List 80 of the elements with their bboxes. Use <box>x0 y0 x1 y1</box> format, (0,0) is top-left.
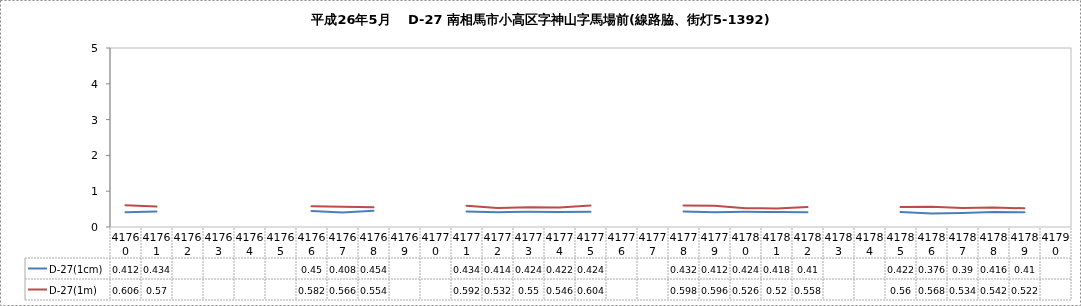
data-label: 0.534 <box>948 284 977 296</box>
x-tick-label: 41771 <box>452 231 481 258</box>
x-tick-label: 41760 <box>111 231 140 258</box>
data-label: 0.532 <box>483 284 512 296</box>
data-label: 0.554 <box>359 284 388 296</box>
data-label: 0.55 <box>517 284 540 296</box>
y-tick-label: 1 <box>91 185 98 199</box>
data-label: 0.596 <box>700 284 729 296</box>
x-tick-label: 41789 <box>1010 231 1039 258</box>
y-tick-label: 0 <box>91 221 98 234</box>
x-tick-label: 41781 <box>762 231 791 258</box>
data-label: 0.39 <box>951 263 974 275</box>
data-label: 0.598 <box>669 284 698 296</box>
x-tick-label: 41776 <box>607 231 636 258</box>
x-tick-label: 41788 <box>979 231 1008 258</box>
data-label: 0.526 <box>731 284 760 296</box>
x-tick-label: 41783 <box>824 231 853 258</box>
y-tick-label: 3 <box>91 113 98 127</box>
data-label: 0.408 <box>328 263 357 275</box>
x-tick-label: 41779 <box>700 231 729 258</box>
data-label: 0.412 <box>700 263 729 275</box>
y-tick-label: 4 <box>91 77 98 91</box>
x-tick-label: 41786 <box>917 231 946 258</box>
data-label: 0.592 <box>452 284 481 296</box>
data-label: 0.418 <box>762 263 791 275</box>
x-tick-label: 41787 <box>948 231 977 258</box>
data-label: 0.422 <box>886 263 915 275</box>
data-label: 0.414 <box>483 263 512 275</box>
y-tick-label: 5 <box>91 42 98 55</box>
x-tick-label: 41764 <box>235 231 264 258</box>
data-label: 0.604 <box>576 284 605 296</box>
data-label: 0.41 <box>796 263 819 275</box>
chart-title: 平成26年5月 D-27 南相馬市小高区字神山字馬場前(線路脇、街灯5-1392) <box>310 12 770 27</box>
x-tick-label: 41770 <box>421 231 450 258</box>
legend-label: D-27(1cm) <box>49 263 103 275</box>
data-label: 0.45 <box>300 263 323 275</box>
data-label: 0.52 <box>765 284 788 296</box>
data-label: 0.376 <box>917 263 946 275</box>
data-label: 0.454 <box>359 263 388 275</box>
data-label: 0.41 <box>1013 263 1036 275</box>
x-tick-label: 41780 <box>731 231 760 258</box>
data-label: 0.422 <box>545 263 574 275</box>
x-tick-label: 41761 <box>142 231 171 258</box>
data-label: 0.606 <box>111 284 140 296</box>
data-label: 0.424 <box>576 263 605 275</box>
data-label: 0.56 <box>889 284 912 296</box>
legend-label: D-27(1m) <box>49 284 98 296</box>
data-label: 0.432 <box>669 263 698 275</box>
data-label: 0.434 <box>452 263 481 275</box>
data-label: 0.424 <box>514 263 543 275</box>
data-label: 0.558 <box>793 284 822 296</box>
data-label: 0.542 <box>979 284 1008 296</box>
x-tick-label: 41769 <box>390 231 419 258</box>
x-tick-label: 41773 <box>514 231 543 258</box>
x-tick-label: 41775 <box>576 231 605 258</box>
data-label: 0.412 <box>111 263 140 275</box>
data-label: 0.582 <box>297 284 326 296</box>
data-label: 0.566 <box>328 284 357 296</box>
x-tick-label: 41767 <box>328 231 357 258</box>
x-tick-label: 41790 <box>1041 231 1070 258</box>
y-tick-label: 2 <box>91 149 98 163</box>
data-label: 0.416 <box>979 263 1008 275</box>
data-label: 0.546 <box>545 284 574 296</box>
x-tick-label: 41782 <box>793 231 822 258</box>
x-tick-label: 41765 <box>266 231 295 258</box>
x-tick-label: 41768 <box>359 231 388 258</box>
x-tick-label: 41778 <box>669 231 698 258</box>
x-tick-label: 41763 <box>204 231 233 258</box>
x-tick-label: 41777 <box>638 231 667 258</box>
data-label: 0.424 <box>731 263 760 275</box>
data-label: 0.57 <box>145 284 168 296</box>
data-label: 0.568 <box>917 284 946 296</box>
x-tick-label: 41774 <box>545 231 574 258</box>
x-tick-label: 41785 <box>886 231 915 258</box>
x-tick-label: 41772 <box>483 231 512 258</box>
data-label: 0.522 <box>1010 284 1039 296</box>
x-tick-label: 41784 <box>855 231 884 258</box>
x-tick-label: 41766 <box>297 231 326 258</box>
data-label: 0.434 <box>142 263 171 275</box>
x-tick-label: 41762 <box>173 231 202 258</box>
